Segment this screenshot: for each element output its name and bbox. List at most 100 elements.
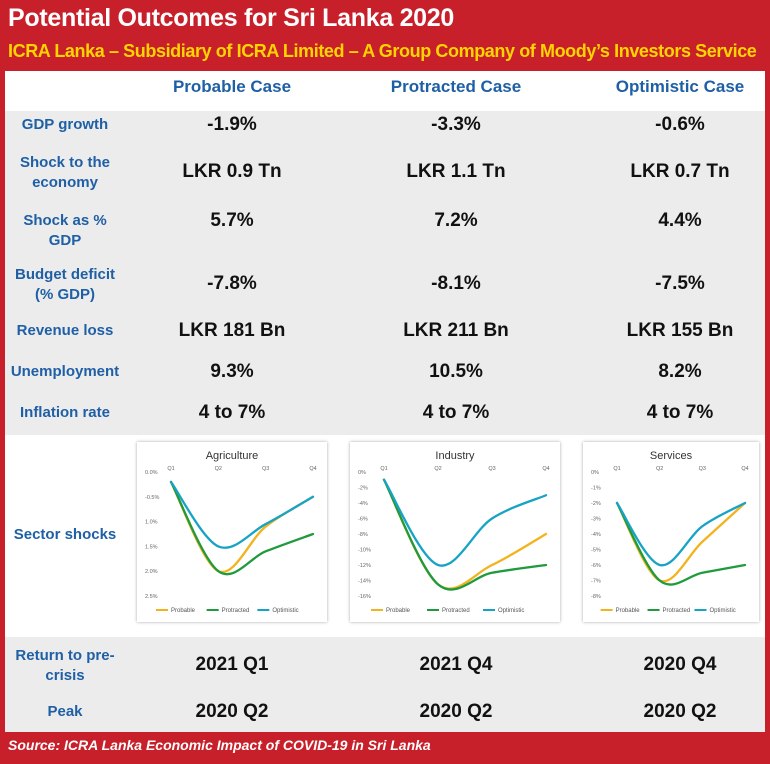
table-cell: LKR 155 Bn: [626, 320, 734, 341]
row-label: GDP growth: [21, 116, 109, 133]
y-tick-label: -10%: [358, 548, 371, 554]
column-header-protracted: Protracted Case: [390, 77, 522, 96]
table-cell: 2021 Q4: [419, 654, 493, 675]
table-cell: 4 to 7%: [646, 402, 714, 423]
chart-industry-svg: Industry 0% -2% -4% -6% -8% -10% -12% -14% -16% Q1…: [358, 450, 550, 614]
series-line-optimistic: [615, 501, 747, 567]
series-line-protracted: [615, 501, 747, 586]
y-tick-label: -4%: [591, 532, 601, 538]
column-header-optimistic: Optimistic Case: [615, 77, 745, 96]
row-label: Shock to the economy: [19, 154, 110, 191]
chart-title: Agriculture: [206, 450, 259, 462]
y-tick-label: -1%: [591, 486, 601, 492]
y-tick-label: -2%: [591, 501, 601, 507]
x-tick-label: Q2: [434, 466, 441, 472]
page-title: Potential Outcomes for Sri Lanka 2020: [8, 4, 454, 32]
chart-agriculture: Agriculture 0.0% -0.5% 1.0% 1.5% 2.0% 2.5% Q1 Q2…: [137, 442, 327, 622]
y-tick-label: -5%: [591, 548, 601, 554]
y-tick-label: -4%: [358, 501, 368, 507]
legend-label: Probable: [386, 608, 411, 614]
y-tick-label: -3%: [591, 517, 601, 523]
table-cell: LKR 181 Bn: [178, 320, 286, 341]
table-cell: 2020 Q2: [643, 701, 717, 722]
x-tick-label: Q2: [215, 466, 222, 472]
table-cell: 9.3%: [210, 361, 254, 382]
legend-label: Optimistic: [498, 608, 524, 614]
table-cell: 2020 Q2: [195, 701, 269, 722]
x-tick-label: Q4: [309, 466, 316, 472]
x-tick-label: Q3: [699, 466, 706, 472]
legend-label: Protracted: [442, 608, 470, 614]
y-tick-label: 0.0%: [145, 470, 158, 476]
table-cell: 4 to 7%: [422, 402, 490, 423]
table-cell: 4 to 7%: [198, 402, 266, 423]
x-tick-label: Q4: [542, 466, 549, 472]
chart-services-svg: Services 0% -1% -2% -3% -4% -5% -6% -7% -8% Q1 Q2 Q3…: [591, 450, 749, 614]
x-tick-label: Q4: [741, 466, 748, 472]
y-tick-label: -7%: [591, 579, 601, 585]
row-label: Unemployment: [10, 363, 120, 380]
chart-industry: Industry 0% -2% -4% -6% -8% -10% -12% -14% -16% Q1…: [350, 442, 560, 622]
table-cell: LKR 211 Bn: [403, 320, 509, 341]
table-cell: 2020 Q4: [643, 654, 717, 675]
y-tick-label: -14%: [358, 579, 371, 585]
y-tick-label: 1.5%: [145, 544, 158, 550]
table-cell: -0.6%: [655, 114, 705, 135]
legend-label: Optimistic: [272, 608, 298, 614]
y-tick-label: -6%: [591, 563, 601, 569]
series-line-optimistic: [382, 478, 548, 567]
series-line-optimistic: [169, 480, 315, 549]
y-tick-label: 1.0%: [145, 520, 158, 526]
table-cell: 10.5%: [429, 361, 483, 382]
y-tick-label: -8%: [591, 594, 601, 600]
x-tick-label: Q1: [380, 466, 387, 472]
table-cell: 5.7%: [210, 210, 254, 231]
legend-label: Probable: [171, 608, 196, 614]
row-label: Budget deficit (% GDP): [15, 266, 115, 303]
y-tick-label: -12%: [358, 563, 371, 569]
y-tick-label: -16%: [358, 594, 371, 600]
table-cell: 8.2%: [658, 361, 702, 382]
table-cell: LKR 0.9 Tn: [182, 161, 282, 182]
outcomes-table: Probable Case Protracted Case Optimistic…: [5, 71, 765, 732]
table-cell: -3.3%: [431, 114, 481, 135]
x-tick-label: Q3: [262, 466, 269, 472]
table-cell: -7.8%: [207, 273, 257, 294]
x-tick-label: Q2: [656, 466, 663, 472]
row-label: Inflation rate: [19, 404, 110, 421]
table-cell: -7.5%: [655, 273, 705, 294]
column-header-probable: Probable Case: [172, 77, 292, 96]
chart-agriculture-svg: Agriculture 0.0% -0.5% 1.0% 1.5% 2.0% 2.5% Q1 Q2…: [145, 450, 317, 614]
legend-label: Probable: [616, 608, 641, 614]
row-label: Peak: [47, 703, 83, 720]
x-tick-label: Q3: [488, 466, 495, 472]
table-cell: 4.4%: [658, 210, 702, 231]
table-cell: LKR 1.1 Tn: [406, 161, 506, 182]
y-tick-label: 0%: [358, 470, 366, 476]
page-subtitle: ICRA Lanka – Subsidiary of ICRA Limited …: [8, 41, 757, 61]
row-label: Revenue loss: [16, 322, 114, 339]
x-tick-label: Q1: [613, 466, 620, 472]
table-cell: LKR 0.7 Tn: [630, 161, 730, 182]
y-tick-label: -0.5%: [145, 495, 159, 501]
table-cell: 7.2%: [434, 210, 478, 231]
table-cell: 2020 Q2: [419, 701, 493, 722]
source-note: Source: ICRA Lanka Economic Impact of CO…: [8, 737, 431, 753]
y-tick-label: -2%: [358, 486, 368, 492]
y-tick-label: 2.5%: [145, 594, 158, 600]
chart-title: Industry: [435, 450, 475, 462]
table-band: [5, 637, 765, 732]
series-line-protracted: [382, 478, 548, 591]
row-label-sector-shocks: Sector shocks: [13, 526, 117, 543]
chart-title: Services: [650, 450, 693, 462]
row-label: Shock as % GDP: [23, 212, 107, 249]
table-band: [5, 111, 765, 435]
row-label: Return to pre-crisis: [15, 647, 115, 684]
y-tick-label: -6%: [358, 517, 368, 523]
legend-label: Optimistic: [709, 608, 735, 614]
series-line-protracted: [169, 480, 315, 576]
y-tick-label: -8%: [358, 532, 368, 538]
y-tick-label: 2.0%: [145, 569, 158, 575]
table-cell: -8.1%: [431, 273, 481, 294]
